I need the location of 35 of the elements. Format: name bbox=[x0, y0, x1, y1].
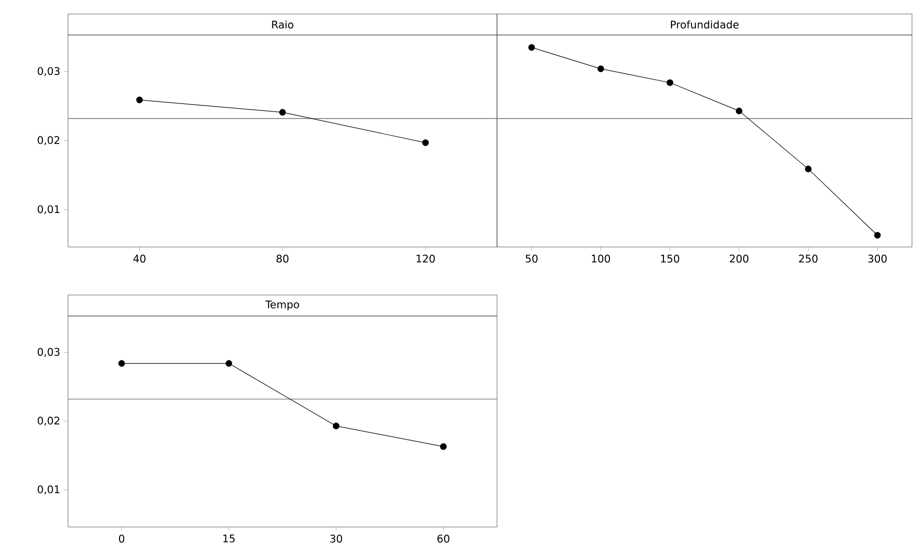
point bbox=[666, 79, 674, 86]
point bbox=[118, 360, 125, 367]
point bbox=[736, 108, 742, 114]
x-tick-label: 30 bbox=[330, 534, 342, 543]
x-tick-label: 15 bbox=[223, 534, 235, 542]
x-tick-label: 40 bbox=[133, 254, 146, 263]
x-tick-label: 250 bbox=[799, 254, 818, 263]
y-tick-label: 0,02 bbox=[38, 136, 60, 146]
x-tick-label: 50 bbox=[526, 254, 538, 263]
chart-title: Profundidade bbox=[670, 20, 739, 29]
point bbox=[597, 66, 604, 72]
point bbox=[874, 232, 881, 239]
point bbox=[804, 166, 812, 172]
x-tick-label: 0 bbox=[118, 534, 124, 543]
x-tick-label: 60 bbox=[437, 534, 450, 543]
point bbox=[332, 422, 340, 430]
x-tick-label: 150 bbox=[661, 254, 680, 263]
y-tick-label: 0,03 bbox=[38, 348, 60, 357]
point bbox=[528, 44, 535, 51]
x-tick-label: 80 bbox=[276, 254, 288, 263]
y-tick-label: 0,03 bbox=[38, 67, 60, 76]
point bbox=[422, 139, 429, 146]
x-tick-label: 300 bbox=[868, 254, 887, 263]
y-tick-label: 0,01 bbox=[38, 205, 60, 214]
y-tick-label: 0,01 bbox=[38, 485, 60, 494]
point bbox=[226, 360, 232, 367]
x-tick-label: 120 bbox=[416, 254, 435, 263]
x-tick-label: 200 bbox=[730, 254, 748, 263]
point bbox=[279, 109, 286, 116]
chart-title: Raio bbox=[272, 20, 294, 29]
x-tick-label: 100 bbox=[592, 254, 610, 263]
chart-title: Tempo bbox=[265, 300, 300, 310]
y-tick-label: 0,02 bbox=[38, 416, 60, 426]
point bbox=[136, 96, 143, 104]
point bbox=[440, 443, 447, 450]
